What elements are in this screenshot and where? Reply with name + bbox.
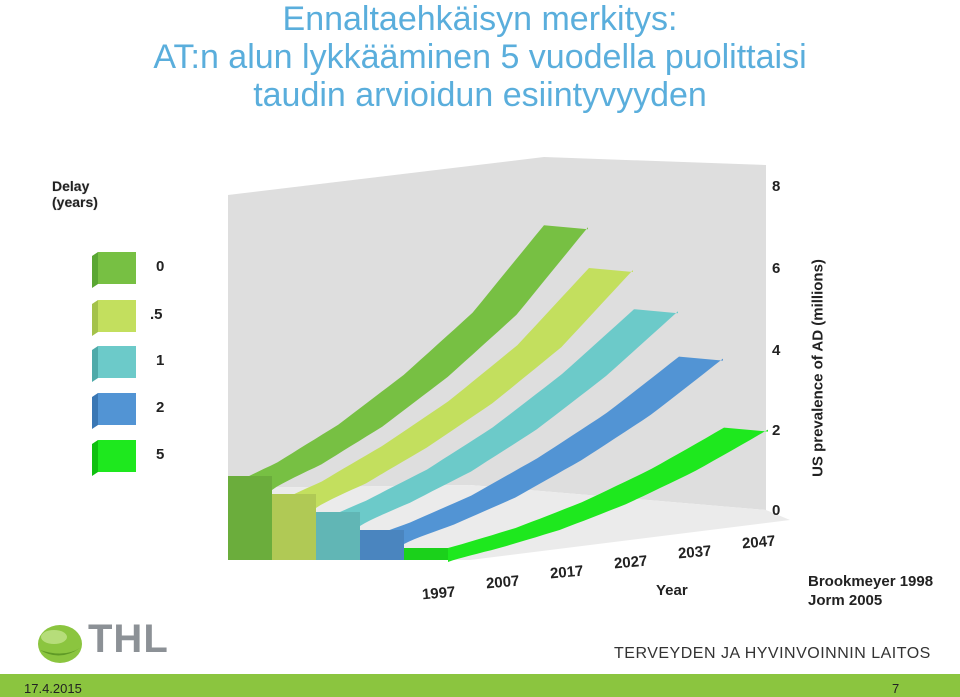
legend-item-1: .5 [92,300,192,340]
footer-date: 17.4.2015 [24,681,82,696]
legend-swatch-3 [92,393,136,429]
title-line-2: AT:n alun lykkääminen 5 vuodella puolitt… [153,38,807,76]
legend-item-3: 2 [92,393,192,433]
legend-title-line-2: (years) [52,194,98,210]
x-axis-label: Year [656,582,688,599]
logo-text: THL [88,617,169,661]
y-tick-8: 8 [772,178,781,195]
legend-item-2: 1 [92,346,192,386]
legend-label-4: 5 [156,446,165,463]
ribbon-front-delay-p5 [272,494,316,560]
legend-item-0: 0 [92,252,192,292]
source-line-2: Jorm 2005 [808,592,883,609]
legend-label-0: 0 [156,258,165,275]
ribbon-front-delay-1 [316,512,360,560]
legend-swatch-1 [92,300,136,336]
title-line-3: taudin arvioidun esiintyvyyden [253,76,707,114]
title-line-1: Ennaltaehkäisyn merkitys: [282,0,678,38]
legend-label-3: 2 [156,399,165,416]
y-tick-0: 0 [772,502,781,519]
ribbon-top-delay-0 [228,225,588,490]
ribbon-top-delay-2 [360,356,723,544]
legend-swatch-0 [92,252,136,288]
ribbon-top-delay-1 [316,309,678,526]
x-tick-2047: 2047 [741,532,777,553]
legend-swatch-2 [92,346,136,382]
legend-title: Delay (years) [52,178,98,210]
legend-swatch-4 [92,440,136,476]
ribbon-front-delay-0 [228,476,272,560]
x-tick-1997: 1997 [421,583,457,604]
source-line-1: Brookmeyer 1998 [808,573,934,590]
y-axis-label: US prevalence of AD (millions) [809,259,827,477]
x-tick-2007: 2007 [485,572,521,593]
x-tick-2027: 2027 [613,552,649,573]
footer-bar [0,674,960,697]
y-tick-4: 4 [772,342,781,359]
legend-label-2: 1 [156,352,165,369]
page-number: 7 [892,681,900,696]
y-tick-2: 2 [772,422,781,439]
ribbon-front-delay-2 [360,530,404,560]
ribbon-top-delay-p5 [272,268,633,508]
legend-label-1: .5 [150,306,163,323]
legend-title-line-1: Delay [52,178,90,194]
ribbon-front-delay-5 [404,548,448,560]
source-note: Brookmeyer 1998 Jorm 2005 [808,572,933,610]
ribbon-top-delay-5 [404,427,768,562]
ribbons [228,225,768,562]
x-tick-2037: 2037 [677,542,713,563]
organization-name: TERVEYDEN JA HYVINVOINNIN LAITOS [614,645,931,662]
y-tick-6: 6 [772,260,781,277]
x-tick-2017: 2017 [549,562,585,583]
page-title: Ennaltaehkäisyn merkitys: AT:n alun lykk… [0,0,960,114]
legend-item-4: 5 [92,440,192,480]
thl-logo-icon [38,625,82,663]
